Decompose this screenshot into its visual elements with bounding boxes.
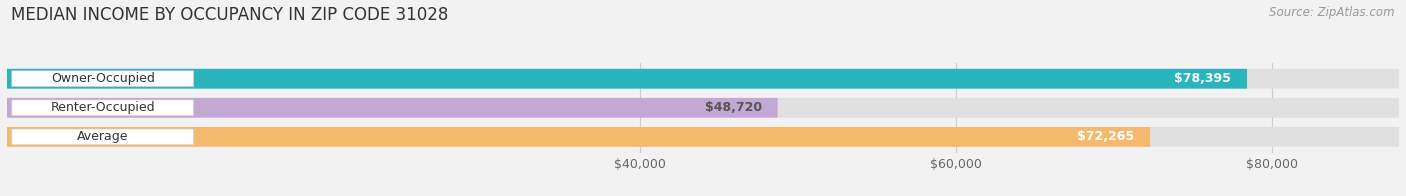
FancyBboxPatch shape	[7, 69, 1399, 89]
FancyBboxPatch shape	[11, 129, 194, 145]
Text: MEDIAN INCOME BY OCCUPANCY IN ZIP CODE 31028: MEDIAN INCOME BY OCCUPANCY IN ZIP CODE 3…	[11, 6, 449, 24]
FancyBboxPatch shape	[7, 98, 1399, 118]
FancyBboxPatch shape	[11, 71, 194, 87]
Text: $78,395: $78,395	[1174, 72, 1232, 85]
FancyBboxPatch shape	[7, 98, 778, 118]
FancyBboxPatch shape	[11, 100, 194, 116]
Text: Average: Average	[77, 130, 128, 143]
FancyBboxPatch shape	[7, 69, 1247, 89]
Text: Renter-Occupied: Renter-Occupied	[51, 101, 155, 114]
FancyBboxPatch shape	[7, 127, 1399, 147]
FancyBboxPatch shape	[7, 127, 1150, 147]
Text: $72,265: $72,265	[1077, 130, 1135, 143]
Text: Source: ZipAtlas.com: Source: ZipAtlas.com	[1270, 6, 1395, 19]
Text: $48,720: $48,720	[704, 101, 762, 114]
Text: Owner-Occupied: Owner-Occupied	[51, 72, 155, 85]
